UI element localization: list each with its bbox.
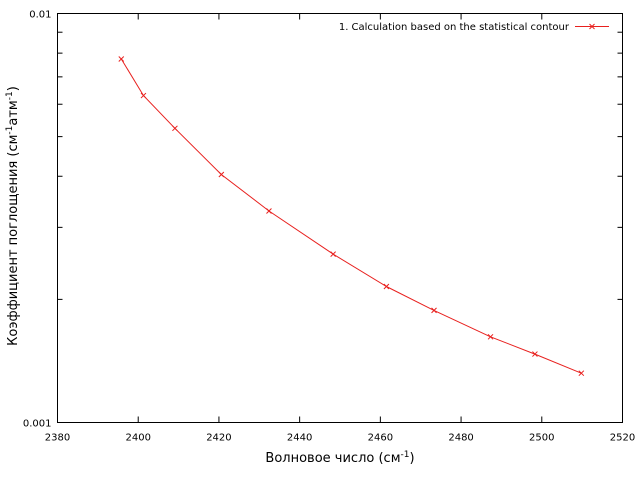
y-tick-label: 0.001 [23,419,52,430]
data-point-marker [330,251,336,258]
x-tick-label: 2440 [287,433,312,444]
y-axis-ticks: 0.001 0.01 [23,10,623,430]
y-axis-label-part1: Коэффициент поглощения (см [6,135,21,346]
x-axis-label-end: ) [409,451,414,466]
plot-frame [57,13,623,423]
y-axis-label-sup1: -1 [5,126,15,135]
data-point-marker [172,125,178,132]
y-axis-label: Коэффициент поглощения (см-1атм-1) [5,86,21,346]
data-point-marker [218,171,225,178]
y-axis-label-sup2: -1 [5,91,15,100]
data-point-marker [431,307,437,314]
x-tick-label: 2520 [610,433,635,444]
y-axis-label-part3: ) [6,86,21,91]
data-point-marker [532,351,538,357]
x-tick-label: 2500 [529,433,554,444]
series-layer [118,56,585,377]
data-point-marker [266,208,272,214]
data-point-marker [487,333,494,340]
legend: 1. Calculation based on the statistical … [339,22,609,33]
x-axis-ticks: 2380 2400 2420 2440 2460 2480 2500 2520 [45,13,635,444]
legend-marker [589,23,595,30]
series-line [120,58,582,374]
x-axis-label: Волновое число (см-1) [265,450,414,466]
data-point-marker [140,92,147,99]
x-tick-label: 2420 [206,433,231,444]
legend-label: 1. Calculation based on the statistical … [339,22,570,33]
x-tick-label: 2400 [125,433,150,444]
y-axis-label-part2: атм [6,100,21,125]
x-tick-label: 2480 [448,433,473,444]
data-point-marker [118,56,125,62]
x-axis-label-text: Волновое число (см [265,451,400,466]
x-tick-label: 2460 [368,433,393,444]
x-axis-label-sup: -1 [401,450,410,460]
data-point-marker [383,283,390,290]
data-point-marker [578,370,585,377]
y-tick-label: 0.01 [29,10,51,21]
x-tick-label: 2380 [45,433,70,444]
